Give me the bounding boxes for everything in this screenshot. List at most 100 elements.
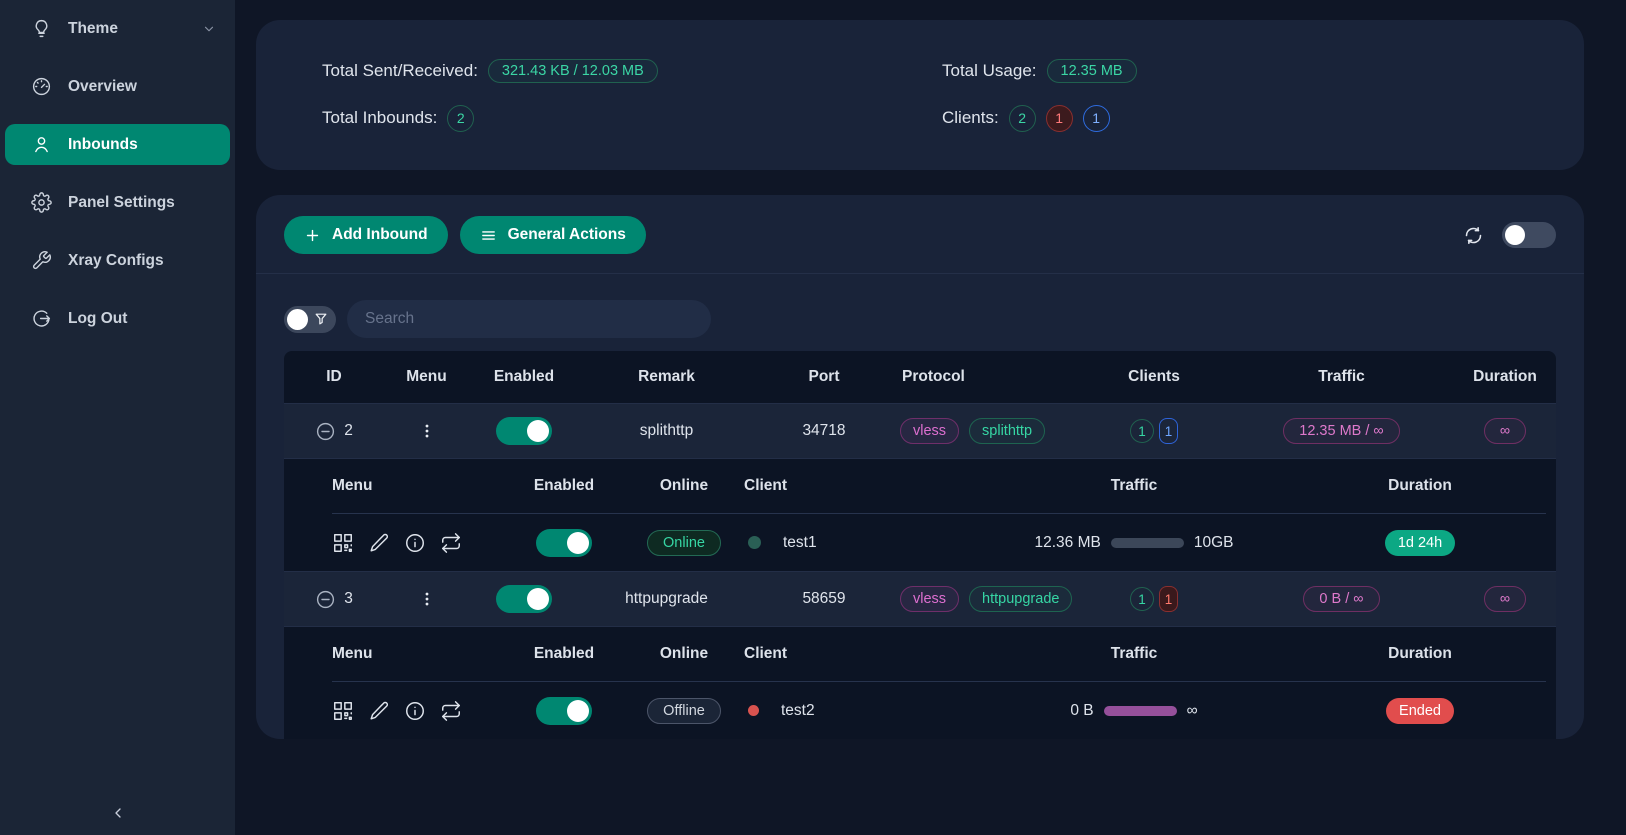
client-enabled-toggle[interactable]: [536, 696, 592, 725]
chevron-down-icon: [204, 26, 214, 31]
traffic-used: 0 B: [1070, 701, 1094, 719]
client-row: Online test1 12.36 MB 10GB 1d 24h: [284, 514, 1556, 571]
inbound-traffic-badge: 12.35 MB / ∞: [1283, 418, 1400, 444]
menu-cell: [384, 589, 469, 609]
add-inbound-button[interactable]: Add Inbound: [284, 216, 448, 254]
inbound-enabled-toggle[interactable]: [496, 417, 552, 445]
clients-count-badge: 1: [1159, 586, 1178, 612]
sidebar: Theme Overview Inbounds Panel Settings X…: [0, 0, 235, 835]
sidebar-collapse-button[interactable]: [0, 805, 235, 821]
collapse-row-icon[interactable]: [315, 589, 336, 610]
logout-icon: [33, 310, 51, 327]
client-traffic-cell: 12.36 MB 10GB: [984, 534, 1284, 552]
sidebar-item-xray-configs[interactable]: Xray Configs: [5, 240, 230, 281]
stat-sent-received-badge: 321.43 KB / 12.03 MB: [487, 58, 658, 83]
edit-pencil-icon[interactable]: [368, 532, 390, 554]
stat-label: Clients:: [942, 108, 999, 127]
general-actions-button[interactable]: General Actions: [459, 216, 646, 254]
protocol-badge: vless: [900, 586, 960, 612]
sidebar-item-inbounds[interactable]: Inbounds: [5, 124, 230, 165]
subcol-header-traffic: Traffic: [1110, 645, 1158, 662]
stat-label: Total Inbounds:: [322, 108, 438, 127]
sidebar-item-theme[interactable]: Theme: [5, 8, 230, 49]
subcol-header-enabled: Enabled: [533, 645, 595, 662]
sidebar-item-logout[interactable]: Log Out: [5, 298, 230, 339]
qr-code-icon[interactable]: [332, 700, 354, 722]
reset-traffic-icon[interactable]: [440, 532, 462, 554]
client-name: test2: [781, 701, 815, 719]
toggle-knob: [1505, 225, 1525, 245]
auto-refresh-toggle[interactable]: [1502, 222, 1556, 248]
wrench-icon: [32, 251, 51, 270]
inbound-id: 3: [344, 590, 353, 607]
chevron-left-icon: [114, 808, 121, 818]
qr-code-icon[interactable]: [332, 532, 354, 554]
col-header-port: Port: [808, 368, 840, 385]
row-menu-icon[interactable]: [417, 421, 437, 441]
clients-count-badge: 1: [1159, 418, 1178, 444]
toggle-knob: [527, 420, 549, 442]
sidebar-item-label: Overview: [68, 77, 137, 95]
main-content: Total Sent/Received: 321.43 KB / 12.03 M…: [235, 0, 1626, 835]
search-input[interactable]: [347, 300, 711, 338]
subcol-header-traffic: Traffic: [1110, 477, 1158, 494]
clients-blue-badge: 1: [1082, 104, 1110, 132]
refresh-icon[interactable]: [1463, 225, 1484, 246]
col-header-protocol: Protocol: [902, 368, 965, 385]
plus-icon: [306, 229, 319, 241]
col-header-duration: Duration: [1473, 368, 1537, 385]
collapse-row-icon[interactable]: [315, 421, 336, 442]
inbound-enabled-toggle[interactable]: [496, 585, 552, 613]
row-menu-icon[interactable]: [417, 589, 437, 609]
subcol-header-client: Client: [744, 477, 788, 494]
dashboard-icon: [32, 77, 51, 96]
col-header-traffic: Traffic: [1318, 368, 1365, 385]
inbound-port: 58659: [802, 590, 846, 607]
sidebar-item-overview[interactable]: Overview: [5, 66, 230, 107]
info-icon[interactable]: [404, 532, 426, 554]
subcol-header-menu: Menu: [332, 477, 373, 494]
col-header-clients: Clients: [1128, 368, 1180, 385]
inbounds-table: ID Menu Enabled Remark Port Protocol Cli…: [284, 351, 1556, 739]
client-enabled-toggle[interactable]: [536, 528, 592, 557]
sidebar-item-label: Panel Settings: [68, 193, 175, 211]
protocol-badge: vless: [900, 418, 960, 444]
client-status-badge: Offline: [647, 697, 721, 724]
subcol-header-duration: Duration: [1388, 477, 1452, 494]
info-icon[interactable]: [404, 700, 426, 722]
inbound-row: 3 httpupgrade 58659 vless httpupgrade: [284, 571, 1556, 626]
traffic-used: 12.36 MB: [1034, 533, 1101, 551]
stat-label: Total Sent/Received:: [322, 60, 478, 80]
subcol-header-online: Online: [659, 645, 709, 662]
user-icon: [35, 137, 48, 153]
subtable-header-row: Menu Enabled Online Client Traffic Durat…: [284, 459, 1556, 513]
stat-total-inbounds-badge: 2: [447, 104, 475, 132]
traffic-progress-bar: [1110, 537, 1184, 548]
inbound-id: 2: [344, 422, 353, 439]
inbound-duration-badge: ∞: [1483, 418, 1527, 444]
inbounds-body: ID Menu Enabled Remark Port Protocol Cli…: [256, 274, 1584, 739]
col-header-enabled: Enabled: [493, 368, 555, 385]
reset-traffic-icon[interactable]: [440, 700, 462, 722]
filter-toggle[interactable]: [284, 305, 336, 333]
sidebar-item-panel-settings[interactable]: Panel Settings: [5, 182, 230, 223]
toggle-knob: [567, 699, 589, 722]
toggle-knob: [527, 588, 549, 610]
toggle-knob: [567, 531, 589, 554]
client-name: test1: [783, 533, 817, 551]
clients-green-badge: 2: [1008, 104, 1036, 132]
toggle-knob: [287, 308, 308, 330]
table-header-row: ID Menu Enabled Remark Port Protocol Cli…: [284, 351, 1556, 403]
client-status-badge: Online: [647, 529, 721, 556]
stats-card: Total Sent/Received: 321.43 KB / 12.03 M…: [256, 20, 1584, 170]
sidebar-item-label: Log Out: [68, 309, 128, 327]
divider: [332, 513, 1546, 514]
gear-icon: [31, 192, 52, 213]
clients-subtable: Menu Enabled Online Client Traffic Durat…: [284, 626, 1556, 739]
id-cell: 3: [284, 589, 384, 610]
client-duration-badge: Ended: [1386, 697, 1454, 724]
subcol-header-duration: Duration: [1388, 645, 1452, 662]
traffic-total: ∞: [1186, 701, 1198, 719]
stat-clients: Clients: 2 1 1: [942, 104, 1137, 132]
edit-pencil-icon[interactable]: [368, 700, 390, 722]
